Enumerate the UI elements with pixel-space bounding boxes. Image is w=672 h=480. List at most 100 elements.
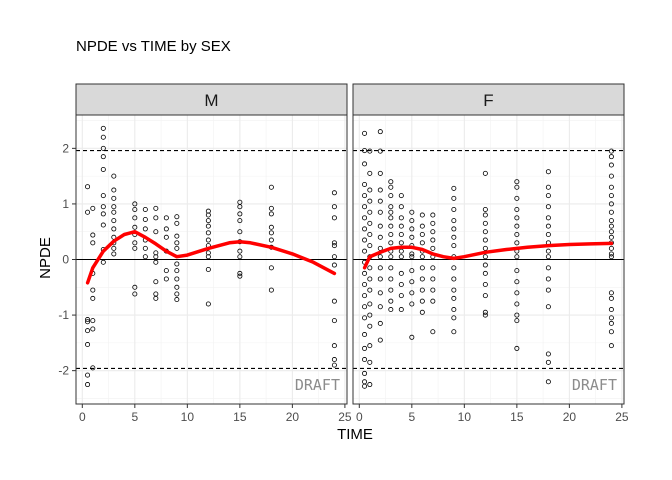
data-point — [398, 307, 404, 313]
data-point — [608, 315, 614, 321]
data-point — [237, 248, 243, 254]
data-point — [608, 295, 614, 301]
data-point — [409, 251, 415, 257]
data-point — [545, 169, 551, 175]
data-point — [419, 265, 425, 271]
data-point — [388, 184, 394, 190]
data-point — [132, 245, 138, 251]
data-point — [90, 295, 96, 301]
data-point — [237, 229, 243, 235]
data-point — [608, 201, 614, 207]
data-point — [163, 234, 169, 240]
data-point — [451, 307, 457, 313]
data-point — [608, 234, 614, 240]
data-point — [174, 220, 180, 226]
data-point — [90, 318, 96, 324]
data-point — [367, 198, 373, 204]
data-point — [388, 193, 394, 199]
data-point — [367, 343, 373, 349]
data-point — [545, 254, 551, 260]
data-point — [451, 226, 457, 232]
x-tick-label: 15 — [233, 410, 247, 424]
data-point — [388, 265, 394, 271]
data-point — [111, 218, 117, 224]
data-point — [90, 326, 96, 332]
data-point — [153, 279, 159, 285]
facet-strip-label: F — [483, 91, 493, 110]
data-point — [409, 290, 415, 296]
data-point — [90, 205, 96, 211]
data-point — [268, 287, 274, 293]
data-point — [409, 268, 415, 274]
data-point — [132, 284, 138, 290]
data-point — [377, 129, 383, 135]
data-point — [100, 145, 106, 151]
facet-panel-f: F DRAFT 0 5 10 15 20 25 — [352, 83, 629, 424]
data-point — [398, 240, 404, 246]
data-point — [205, 218, 211, 224]
data-point — [514, 206, 520, 212]
data-point — [451, 206, 457, 212]
data-point — [85, 317, 91, 323]
data-point — [419, 212, 425, 218]
data-point — [174, 261, 180, 267]
data-point — [142, 245, 148, 251]
data-point — [377, 170, 383, 176]
data-point — [545, 276, 551, 282]
data-point — [482, 212, 488, 218]
data-point — [142, 206, 148, 212]
data-point — [514, 312, 520, 318]
y-tick-label: -1 — [58, 308, 69, 322]
data-point — [430, 220, 436, 226]
data-point — [362, 345, 368, 351]
data-point — [100, 259, 106, 265]
data-point — [514, 318, 520, 324]
data-point — [90, 365, 96, 371]
data-point — [482, 220, 488, 226]
data-point — [205, 237, 211, 243]
data-point — [362, 226, 368, 232]
data-point — [153, 229, 159, 235]
data-point — [174, 240, 180, 246]
data-point — [608, 184, 614, 190]
data-point — [377, 320, 383, 326]
data-point — [514, 254, 520, 260]
x-tick-label: 20 — [286, 410, 300, 424]
data-point — [545, 215, 551, 221]
data-point — [100, 134, 106, 140]
data-point — [451, 195, 457, 201]
data-point — [268, 230, 274, 236]
data-point — [331, 262, 337, 268]
data-point — [377, 290, 383, 296]
data-point — [367, 382, 373, 388]
data-point — [153, 259, 159, 265]
data-point — [608, 218, 614, 224]
data-point — [419, 240, 425, 246]
data-point — [111, 245, 117, 251]
data-point — [331, 243, 337, 249]
data-point — [608, 154, 614, 160]
data-point — [174, 284, 180, 290]
x-tick-label: 5 — [408, 410, 415, 424]
data-point — [388, 240, 394, 246]
data-point — [362, 237, 368, 243]
data-point — [153, 205, 159, 211]
data-point — [331, 343, 337, 349]
data-point — [367, 170, 373, 176]
data-point — [482, 282, 488, 288]
x-tick-label: 10 — [181, 410, 195, 424]
data-point — [268, 224, 274, 230]
data-point — [409, 234, 415, 240]
data-point — [377, 234, 383, 240]
data-point — [331, 254, 337, 260]
data-point — [409, 254, 415, 260]
data-point — [545, 204, 551, 210]
data-point — [205, 267, 211, 273]
data-point — [85, 382, 91, 388]
x-tick-label: 10 — [458, 410, 472, 424]
data-point — [608, 209, 614, 215]
data-point — [608, 254, 614, 260]
data-point — [545, 287, 551, 293]
data-point — [451, 234, 457, 240]
data-point — [419, 231, 425, 237]
